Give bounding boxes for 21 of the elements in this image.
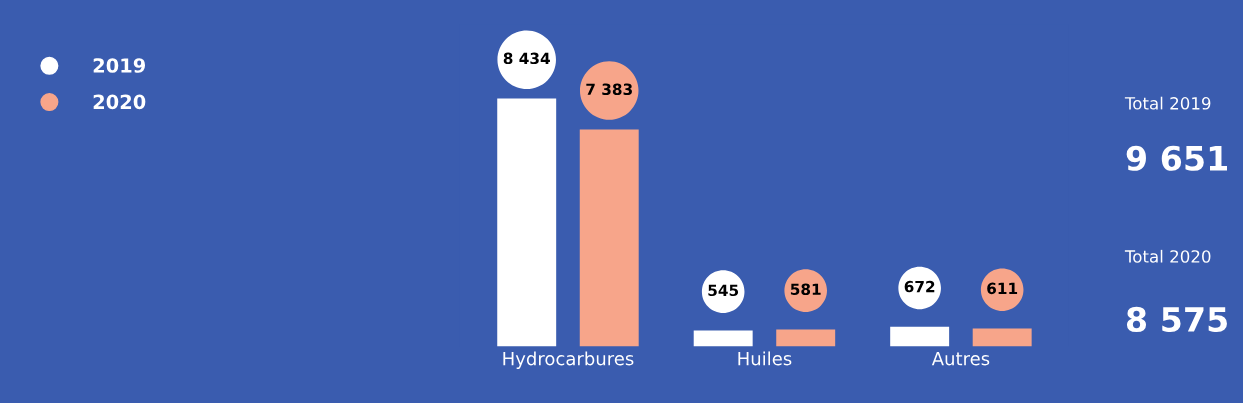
bar: [693, 330, 753, 347]
legend-label: 2020: [93, 94, 146, 110]
bar: [497, 98, 557, 347]
bar: [579, 129, 639, 347]
bar: [776, 329, 836, 347]
bar: [890, 326, 950, 347]
data-label: 581: [790, 283, 821, 296]
x-tick-label: Hydrocarbures: [503, 351, 634, 369]
data-label: 611: [987, 282, 1018, 295]
data-label: 7 383: [586, 83, 632, 96]
data-label: 672: [904, 280, 935, 293]
text: Total 2019: [1124, 96, 1211, 110]
x-tick-label: Huiles: [738, 351, 792, 366]
data-label: 8 434: [503, 52, 550, 65]
data-label: 545: [708, 284, 739, 297]
x-tick-label: Autres: [931, 352, 990, 366]
text: Total 2020: [1124, 249, 1211, 263]
text: 9 651: [1126, 145, 1227, 171]
bar: [972, 328, 1032, 347]
text: 8 575: [1126, 306, 1227, 333]
legend-label: 2019: [93, 58, 146, 73]
